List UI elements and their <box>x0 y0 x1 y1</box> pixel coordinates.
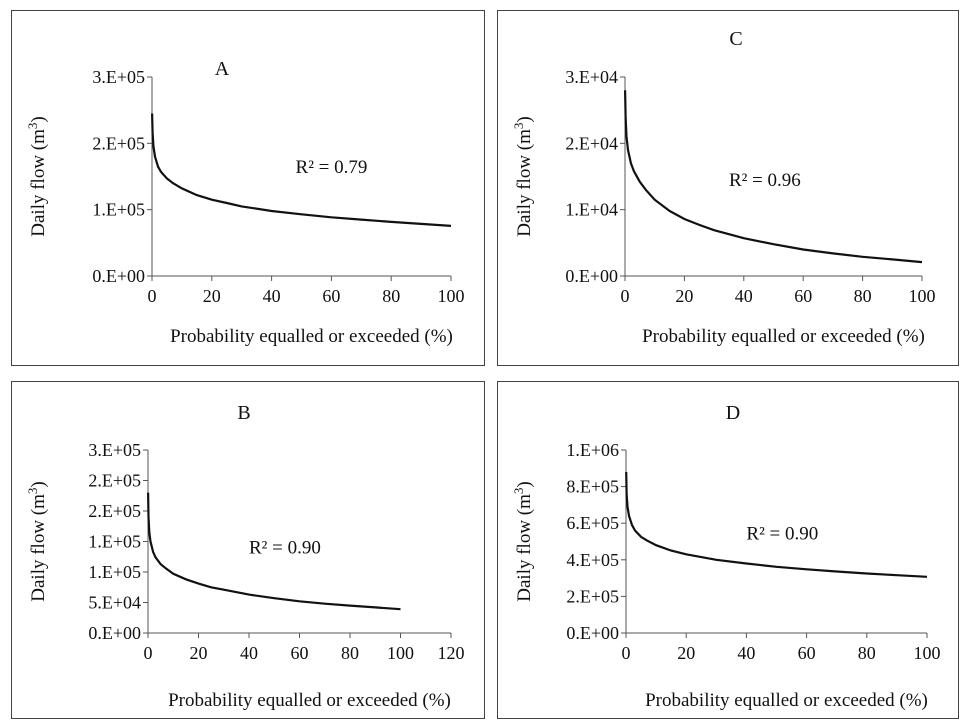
x-tick-label: 0 <box>622 643 631 663</box>
x-axis-label: Probability equalled or exceeded (%) <box>642 326 925 347</box>
x-tick-label: 80 <box>858 643 876 663</box>
chart-b: B 0 20 40 60 80 100 120 0.E+00 5.E+04 1.E+05 1.E+05… <box>25 402 465 711</box>
x-axis-label: Probability equalled or exceeded (%) <box>170 326 453 347</box>
y-axis-label: Daily flow (m3) <box>511 116 535 236</box>
r-squared-annotation: R² = 0.90 <box>249 538 321 559</box>
y-tick-label: 3.E+05 <box>92 67 145 87</box>
y-tick-label: 1.E+05 <box>92 200 145 220</box>
x-axis-label: Probability equalled or exceeded (%) <box>168 690 451 711</box>
y-tick-label: 0.E+00 <box>88 623 141 643</box>
x-tick-label: 20 <box>675 286 693 306</box>
flow-duration-curve <box>147 492 401 611</box>
x-tick-label: 60 <box>322 286 340 306</box>
r-squared-annotation: R² = 0.96 <box>729 170 801 191</box>
chart-title: D <box>726 402 740 424</box>
x-tick-label: 0 <box>148 286 157 306</box>
y-tick-label: 1.E+06 <box>566 440 619 460</box>
x-tick-label: 20 <box>677 643 695 663</box>
y-tick-label: 1.E+05 <box>88 562 141 582</box>
y-tick-label: 2.E+05 <box>88 471 141 491</box>
panel-b: B 0 20 40 60 80 100 120 0.E+00 5.E+04 1.E+05 1.E+05… <box>11 381 485 719</box>
y-axis-label: Daily flow (m3) <box>25 116 49 236</box>
y-tick-label: 3.E+04 <box>565 67 618 87</box>
y-axis-label: Daily flow (m3) <box>511 481 535 601</box>
y-axis-label: Daily flow (m3) <box>25 481 49 601</box>
chart-title: C <box>729 28 742 50</box>
chart-a: A 0 20 40 60 80 100 0.E+00 1.E+05 2.E+05 3.E+05 Pro… <box>25 58 465 347</box>
y-tick-label: 0.E+00 <box>92 266 145 286</box>
panel-a: A 0 20 40 60 80 100 0.E+00 1.E+05 2.E+05 3.E+05 Pro… <box>11 10 485 366</box>
r-squared-annotation: R² = 0.79 <box>296 157 368 178</box>
flow-duration-curve <box>151 113 452 227</box>
chart-d: D 0 20 40 60 80 100 0.E+00 2.E+05 4.E+05 6.E+05 8.E… <box>511 402 941 711</box>
y-tick-label: 2.E+05 <box>88 501 141 521</box>
y-tick-label: 2.E+04 <box>565 133 618 153</box>
x-tick-label: 40 <box>263 286 281 306</box>
y-tick-label: 3.E+05 <box>88 440 141 460</box>
y-tick-label: 8.E+05 <box>566 477 619 497</box>
x-tick-label: 100 <box>387 643 414 663</box>
y-tick-label: 1.E+04 <box>565 200 618 220</box>
panel-d: D 0 20 40 60 80 100 0.E+00 2.E+05 4.E+05 6.E+05 8.E… <box>497 381 959 719</box>
x-tick-label: 20 <box>203 286 221 306</box>
r-squared-annotation: R² = 0.90 <box>746 524 818 545</box>
x-axis-label: Probability equalled or exceeded (%) <box>645 690 928 711</box>
x-tick-label: 100 <box>914 643 941 663</box>
y-tick-label: 2.E+05 <box>92 133 145 153</box>
y-tick-label: 1.E+05 <box>88 532 141 552</box>
x-tick-label: 40 <box>240 643 258 663</box>
y-tick-label: 5.E+04 <box>88 593 141 613</box>
y-tick-label: 0.E+00 <box>566 623 619 643</box>
x-tick-label: 20 <box>190 643 208 663</box>
x-tick-label: 80 <box>341 643 359 663</box>
x-tick-label: 80 <box>382 286 400 306</box>
x-tick-label: 100 <box>438 286 465 306</box>
y-tick-label: 0.E+00 <box>565 266 618 286</box>
x-tick-label: 40 <box>737 643 755 663</box>
x-tick-label: 0 <box>621 286 630 306</box>
x-tick-label: 100 <box>909 286 936 306</box>
flow-duration-curve <box>624 90 923 264</box>
y-tick-label: 6.E+05 <box>566 513 619 533</box>
panel-c: C 0 20 40 60 80 100 0.E+00 1.E+04 2.E+04 3.E+04 Pro… <box>497 10 959 366</box>
y-tick-label: 2.E+05 <box>566 586 619 606</box>
x-tick-label: 60 <box>798 643 816 663</box>
x-tick-label: 120 <box>438 643 465 663</box>
chart-title: A <box>215 58 230 80</box>
x-tick-label: 60 <box>794 286 812 306</box>
x-tick-label: 40 <box>735 286 753 306</box>
x-tick-label: 80 <box>854 286 872 306</box>
x-tick-label: 60 <box>291 643 309 663</box>
chart-c: C 0 20 40 60 80 100 0.E+00 1.E+04 2.E+04 3.E+04 Pro… <box>511 28 936 347</box>
x-tick-label: 0 <box>144 643 153 663</box>
chart-title: B <box>237 402 250 424</box>
y-tick-label: 4.E+05 <box>566 550 619 570</box>
flow-duration-curve <box>625 471 928 578</box>
